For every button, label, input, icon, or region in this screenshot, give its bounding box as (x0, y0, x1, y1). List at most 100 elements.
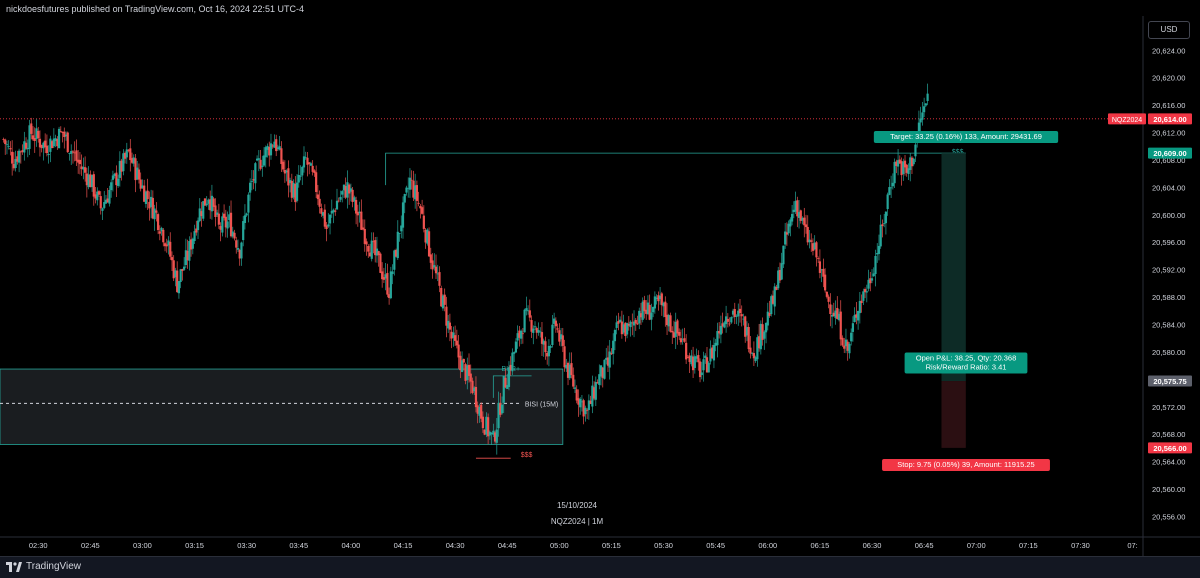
candle-body (103, 202, 106, 208)
candle-body (16, 156, 19, 162)
candle-body (134, 158, 137, 181)
y-tick-label: 20,592.00 (1152, 266, 1185, 275)
candle-body (467, 364, 471, 376)
candle-body (539, 331, 542, 333)
candle-body (627, 323, 630, 326)
candle-body (924, 103, 927, 106)
candle-body (629, 321, 632, 328)
candle-body (186, 250, 189, 261)
candle-body (865, 291, 868, 293)
candle-body (47, 153, 50, 155)
candle-body (165, 244, 168, 247)
currency-button[interactable]: USD (1148, 21, 1190, 39)
candle-body (44, 140, 47, 148)
candle-body (384, 274, 387, 279)
candle-body (92, 174, 95, 197)
candle-body (862, 291, 865, 301)
candle-body (516, 333, 519, 341)
candle-body (784, 231, 787, 245)
candle-body (815, 242, 818, 258)
candle-body (910, 157, 914, 167)
candle-body (198, 208, 201, 222)
candle-body (82, 166, 85, 170)
candle-body (745, 327, 749, 336)
candle-body (243, 215, 247, 223)
candle-body (45, 145, 49, 154)
candle-body (872, 273, 875, 277)
candle-body (464, 364, 467, 381)
liquidity-high-line (385, 152, 966, 186)
candle-body (559, 334, 563, 340)
candle-body (40, 144, 43, 148)
candle-body (853, 314, 856, 322)
candle-body (568, 364, 571, 379)
y-tick-label: 20,584.00 (1152, 320, 1185, 329)
candle-body (836, 307, 839, 320)
candle-body (926, 93, 929, 101)
candle-body (313, 170, 316, 173)
candle-body (763, 331, 766, 339)
candle-body (613, 329, 617, 342)
footer-bar: TradingView (0, 556, 1200, 578)
x-tick-label: 04:15 (394, 541, 413, 550)
candle-body (829, 304, 832, 314)
candle-body (374, 240, 377, 256)
candle-body (337, 200, 340, 202)
candle-body (525, 308, 528, 311)
candle-body (240, 242, 243, 259)
candle-body (890, 187, 893, 189)
candle-body (514, 341, 518, 353)
x-tick-label: 07:00 (967, 541, 986, 550)
candle-body (905, 164, 908, 173)
candle-body (228, 214, 231, 221)
candle-body (718, 330, 721, 334)
candle-body (447, 320, 450, 329)
candle-body (183, 266, 186, 270)
candle-body (372, 241, 375, 243)
stop-price-tag: 20,566.00 (1153, 444, 1186, 453)
candle-body (229, 212, 233, 237)
candle-body (196, 220, 200, 231)
candle-body (282, 161, 285, 170)
candle-body (56, 138, 59, 147)
candle-body (334, 210, 337, 212)
y-tick-label: 20,620.00 (1152, 74, 1185, 83)
candle-body (261, 165, 264, 167)
candle-body (883, 223, 886, 224)
candle-body (554, 320, 557, 327)
candle-body (49, 138, 52, 152)
candle-body (242, 221, 245, 241)
candle-body (579, 398, 582, 408)
candle-body (306, 157, 309, 165)
candle-body (268, 147, 271, 156)
candle-body (605, 357, 608, 360)
candle-body (427, 231, 431, 257)
candle-body (695, 356, 698, 359)
candle-body (565, 364, 568, 369)
last-price-tag-bg (1148, 113, 1192, 125)
candle-body (832, 312, 835, 317)
candle-body (685, 342, 688, 360)
candle-body (533, 326, 537, 328)
candle-body (570, 363, 573, 376)
tradingview-brand: TradingView (26, 561, 82, 572)
candle-body (278, 146, 281, 150)
liquidity-low-label: $$$ (521, 452, 533, 459)
tradingview-logo[interactable]: TradingView (6, 561, 81, 572)
candle-body (407, 188, 410, 190)
candle-body (606, 357, 610, 366)
x-tick-label: 07: (1127, 541, 1137, 550)
y-tick-label: 20,560.00 (1152, 485, 1185, 494)
candle-body (193, 231, 196, 242)
candle-body (509, 364, 512, 371)
candle-body (493, 432, 497, 442)
x-tick-label: 07:15 (1019, 541, 1038, 550)
candle-body (917, 122, 921, 137)
candle-body (408, 177, 412, 190)
candle-body (723, 322, 726, 328)
candle-body (625, 323, 629, 335)
candle-body (903, 160, 907, 168)
candle-body (332, 209, 335, 213)
candle-body (652, 306, 655, 313)
